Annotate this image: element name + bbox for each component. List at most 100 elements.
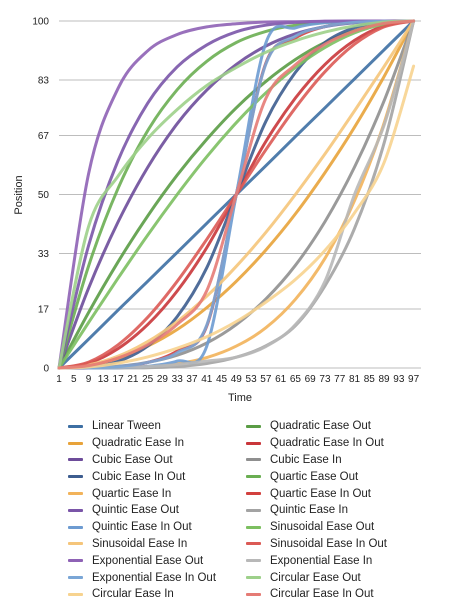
legend-label: Circular Ease In — [92, 588, 174, 601]
legend-item: Quadratic Ease In — [68, 435, 246, 452]
legend-label: Circular Ease Out — [270, 571, 361, 584]
legend-swatch — [68, 559, 83, 563]
legend-label: Exponential Ease In — [270, 554, 373, 567]
x-tick-label: 81 — [349, 374, 361, 385]
legend-swatch — [68, 475, 83, 479]
legend-item: Quartic Ease In — [68, 485, 246, 502]
x-tick-label: 41 — [201, 374, 213, 385]
legend-item: Quintic Ease In Out — [68, 519, 246, 536]
legend-item: Quartic Ease Out — [246, 468, 428, 485]
legend-item: Quadratic Ease Out — [246, 418, 428, 435]
legend-swatch — [246, 458, 261, 462]
x-tick-label: 21 — [127, 374, 139, 385]
x-axis-ticks: 1 5 9 13 17 21 25 29 33 37 41 45 49 53 57 61 65 69 73 77 81 8… — [56, 374, 419, 385]
legend-swatch — [246, 475, 261, 479]
legend-swatch — [246, 542, 261, 546]
x-tick-label: 97 — [408, 374, 420, 385]
x-tick-label: 93 — [393, 374, 405, 385]
legend-label: Quartic Ease In — [92, 487, 172, 500]
legend-item: Circular Ease In — [68, 586, 246, 603]
legend-label: Cubic Ease In Out — [92, 470, 186, 483]
x-tick-label: 61 — [275, 374, 287, 385]
series-line-sinusoidal-ease-in — [57, 19, 416, 370]
x-tick-label: 33 — [172, 374, 184, 385]
x-tick-label: 29 — [157, 374, 169, 385]
legend-swatch — [246, 592, 261, 596]
legend-label: Quartic Ease In Out — [270, 487, 371, 500]
legend-item: Cubic Ease In — [246, 452, 428, 469]
x-tick-label: 57 — [260, 374, 272, 385]
x-tick-label: 17 — [113, 374, 125, 385]
legend-label: Exponential Ease Out — [92, 554, 204, 567]
legend-swatch — [246, 508, 261, 512]
series-line-sinusoidal-ease-out — [57, 19, 416, 370]
legend-swatch — [68, 441, 83, 445]
legend-label: Circular Ease In Out — [270, 588, 374, 601]
legend-swatch — [246, 525, 261, 529]
x-tick-label: 89 — [378, 374, 390, 385]
legend-label: Quadratic Ease In Out — [270, 437, 384, 450]
y-tick-label: 50 — [38, 190, 50, 201]
legend: Linear Tween Quadratic Ease Out Quadratic … — [68, 418, 428, 603]
legend-label: Quintic Ease Out — [92, 504, 179, 517]
legend-item: Exponential Ease In — [246, 552, 428, 569]
legend-label: Quartic Ease Out — [270, 470, 359, 483]
x-tick-label: 65 — [290, 374, 302, 385]
x-tick-label: 5 — [71, 374, 77, 385]
x-tick-label: 9 — [86, 374, 92, 385]
series-line-circular-ease-in — [57, 64, 416, 370]
legend-swatch — [68, 542, 83, 546]
y-tick-label: 17 — [38, 305, 50, 316]
legend-swatch — [246, 424, 261, 428]
x-tick-label: 13 — [98, 374, 110, 385]
legend-label: Quintic Ease In Out — [92, 521, 192, 534]
legend-swatch — [68, 492, 83, 496]
legend-item: Quadratic Ease In Out — [246, 435, 428, 452]
legend-label: Quadratic Ease In — [92, 437, 185, 450]
y-axis-title: Position — [13, 175, 25, 214]
legend-label: Quintic Ease In — [270, 504, 348, 517]
x-tick-label: 45 — [216, 374, 228, 385]
legend-label: Sinusoidal Ease In — [92, 537, 188, 550]
legend-item: Circular Ease In Out — [246, 586, 428, 603]
legend-swatch — [246, 576, 261, 580]
x-tick-label: 85 — [364, 374, 376, 385]
legend-label: Cubic Ease Out — [92, 453, 173, 466]
x-tick-label: 49 — [231, 374, 243, 385]
y-tick-label: 0 — [43, 364, 49, 375]
legend-label: Linear Tween — [92, 420, 161, 433]
x-tick-label: 69 — [305, 374, 317, 385]
legend-item: Circular Ease Out — [246, 569, 428, 586]
legend-label: Exponential Ease In Out — [92, 571, 217, 584]
legend-swatch — [246, 441, 261, 445]
legend-label: Sinusoidal Ease Out — [270, 521, 375, 534]
y-tick-label: 100 — [32, 17, 49, 28]
legend-swatch — [68, 424, 83, 428]
legend-swatch — [68, 508, 83, 512]
y-tick-label: 83 — [38, 75, 50, 86]
legend-item: Exponential Ease In Out — [68, 569, 246, 586]
series-lines — [57, 19, 416, 370]
x-axis-title: Time — [228, 392, 252, 404]
legend-item: Sinusoidal Ease In — [68, 536, 246, 553]
legend-swatch — [246, 492, 261, 496]
y-axis-ticks: 0 17 33 50 67 83 100 — [32, 17, 49, 375]
y-tick-label: 67 — [38, 131, 50, 142]
x-tick-label: 73 — [319, 374, 331, 385]
x-tick-label: 53 — [246, 374, 258, 385]
legend-label: Cubic Ease In — [270, 453, 342, 466]
legend-item: Cubic Ease In Out — [68, 468, 246, 485]
legend-swatch — [68, 592, 83, 596]
legend-item: Exponential Ease Out — [68, 552, 246, 569]
x-tick-label: 1 — [56, 374, 62, 385]
x-tick-label: 25 — [142, 374, 154, 385]
series-line-circular-ease-in-out — [57, 19, 416, 370]
legend-item: Quintic Ease Out — [68, 502, 246, 519]
legend-item: Quartic Ease In Out — [246, 485, 428, 502]
legend-item: Cubic Ease Out — [68, 452, 246, 469]
legend-item: Sinusoidal Ease Out — [246, 519, 428, 536]
legend-item: Sinusoidal Ease In Out — [246, 536, 428, 553]
legend-swatch — [68, 576, 83, 580]
legend-item: Quintic Ease In — [246, 502, 428, 519]
